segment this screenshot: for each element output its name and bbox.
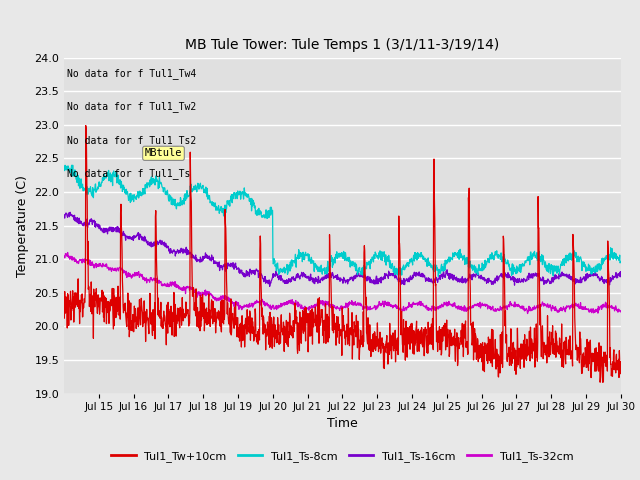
- Text: MBtule: MBtule: [145, 148, 182, 158]
- Text: No data for f Tul1_Ts: No data for f Tul1_Ts: [67, 168, 190, 180]
- Text: No data for f Tul1_Tw2: No data for f Tul1_Tw2: [67, 101, 196, 112]
- Title: MB Tule Tower: Tule Temps 1 (3/1/11-3/19/14): MB Tule Tower: Tule Temps 1 (3/1/11-3/19…: [185, 38, 500, 52]
- X-axis label: Time: Time: [327, 418, 358, 431]
- Legend: Tul1_Tw+10cm, Tul1_Ts-8cm, Tul1_Ts-16cm, Tul1_Ts-32cm: Tul1_Tw+10cm, Tul1_Ts-8cm, Tul1_Ts-16cm,…: [107, 446, 578, 466]
- Text: No data for f Tul1_Tw4: No data for f Tul1_Tw4: [67, 68, 196, 79]
- Y-axis label: Temperature (C): Temperature (C): [16, 175, 29, 276]
- Text: No data for f Tul1_Ts2: No data for f Tul1_Ts2: [67, 135, 196, 146]
